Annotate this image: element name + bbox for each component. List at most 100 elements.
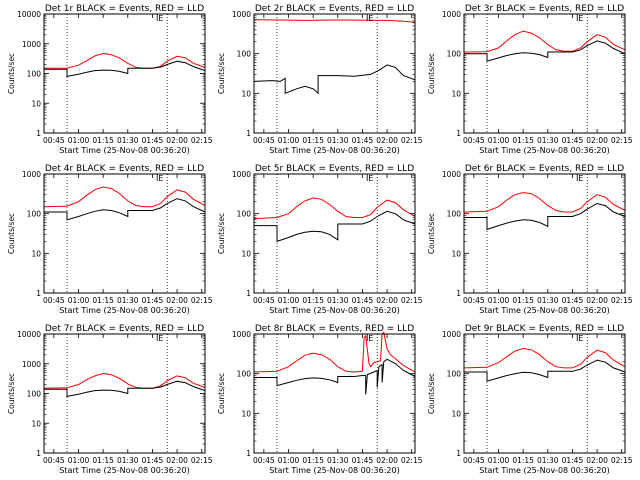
plot-frame xyxy=(253,13,416,134)
y-tick-label: 1000 xyxy=(22,40,41,49)
y-tick-label: 100 xyxy=(447,50,462,59)
y-tick-label: 1000 xyxy=(22,360,41,369)
events-series-line xyxy=(464,40,626,62)
x-tick-label: 01:30 xyxy=(117,296,139,305)
marker-label: E xyxy=(578,14,583,23)
y-axis-label: Counts/sec xyxy=(217,53,226,94)
y-axis-label: Counts/sec xyxy=(7,53,16,94)
marker-label: E xyxy=(578,334,583,343)
x-tick-label: 02:00 xyxy=(586,296,608,305)
panel-title: Det 5r BLACK = Events, RED = LLD xyxy=(255,164,414,174)
x-axis-label: Start Time (25-Nov-08 00:36:20) xyxy=(479,466,609,475)
events-series-line xyxy=(44,380,206,398)
x-axis-label: Start Time (25-Nov-08 00:36:20) xyxy=(479,306,609,315)
x-tick-label: 01:00 xyxy=(68,456,90,465)
events-series-line xyxy=(254,358,416,395)
y-tick-label: 10 xyxy=(241,89,251,98)
x-tick-label: 00:45 xyxy=(43,456,65,465)
x-tick-label: 01:00 xyxy=(68,296,90,305)
y-tick-label: 10 xyxy=(31,249,41,258)
marker-label: E xyxy=(368,14,373,23)
x-tick-label: 01:00 xyxy=(278,456,300,465)
plot-frame xyxy=(43,333,206,454)
x-tick-label: 01:45 xyxy=(562,296,584,305)
y-tick-label: 1 xyxy=(36,129,41,138)
y-tick-label: 100 xyxy=(27,210,42,219)
x-tick-label: 01:00 xyxy=(488,136,510,145)
x-tick-label: 00:45 xyxy=(253,136,275,145)
x-tick-label: 01:30 xyxy=(537,136,559,145)
x-tick-label: 02:00 xyxy=(376,456,398,465)
lld-series-line xyxy=(43,372,206,389)
x-axis-label: Start Time (25-Nov-08 00:36:20) xyxy=(59,306,189,315)
panel-title: Det 2r BLACK = Events, RED = LLD xyxy=(255,4,414,14)
x-tick-label: 01:45 xyxy=(562,136,584,145)
plot-frame xyxy=(463,333,626,454)
x-tick-label: 01:00 xyxy=(68,136,90,145)
plot-frame xyxy=(253,173,416,294)
marker-label: E xyxy=(368,174,373,183)
x-axis-label: Start Time (25-Nov-08 00:36:20) xyxy=(479,146,609,155)
y-tick-label: 10 xyxy=(31,99,41,108)
lld-series-line xyxy=(463,347,626,369)
x-tick-label: 01:30 xyxy=(327,296,349,305)
events-series-line xyxy=(44,198,206,221)
x-tick-label: 02:00 xyxy=(166,136,188,145)
x-tick-label: 01:30 xyxy=(537,456,559,465)
x-tick-label: 02:15 xyxy=(401,136,423,145)
x-tick-label: 02:00 xyxy=(166,456,188,465)
x-tick-label: 01:15 xyxy=(512,136,534,145)
y-tick-label: 1 xyxy=(36,449,41,458)
y-axis-label: Counts/sec xyxy=(217,373,226,414)
y-axis-label: Counts/sec xyxy=(217,213,226,254)
panel-title: Det 9r BLACK = Events, RED = LLD xyxy=(465,324,624,334)
y-tick-label: 10000 xyxy=(17,10,41,19)
x-tick-label: 01:00 xyxy=(278,136,300,145)
x-tick-label: 02:15 xyxy=(401,456,423,465)
y-axis-label: Counts/sec xyxy=(7,213,16,254)
y-tick-label: 1000 xyxy=(232,330,251,339)
x-tick-label: 01:15 xyxy=(92,456,114,465)
x-tick-label: 01:00 xyxy=(488,296,510,305)
y-tick-label: 1 xyxy=(456,289,461,298)
y-tick-label: 1000 xyxy=(442,170,461,179)
y-tick-label: 10 xyxy=(451,249,461,258)
y-tick-label: 1000 xyxy=(442,10,461,19)
lld-series-line xyxy=(253,19,416,23)
marker-label: E xyxy=(158,174,163,183)
y-axis-label: Counts/sec xyxy=(427,213,436,254)
y-tick-label: 10 xyxy=(451,89,461,98)
y-tick-label: 10 xyxy=(241,249,251,258)
y-tick-label: 1000 xyxy=(22,170,41,179)
panel-title: Det 3r BLACK = Events, RED = LLD xyxy=(465,4,624,14)
events-series-line xyxy=(464,359,626,382)
x-tick-label: 00:45 xyxy=(253,456,275,465)
x-tick-label: 01:15 xyxy=(302,136,324,145)
marker-label: E xyxy=(368,334,373,343)
plot-frame xyxy=(463,13,626,134)
x-tick-label: 01:30 xyxy=(117,136,139,145)
x-tick-label: 01:15 xyxy=(512,296,534,305)
y-tick-label: 10 xyxy=(241,409,251,418)
y-tick-label: 1 xyxy=(246,289,251,298)
y-tick-label: 1 xyxy=(456,129,461,138)
x-tick-label: 01:15 xyxy=(512,456,534,465)
x-tick-label: 01:00 xyxy=(488,456,510,465)
x-tick-label: 01:45 xyxy=(352,136,374,145)
x-axis-label: Start Time (25-Nov-08 00:36:20) xyxy=(269,306,399,315)
x-tick-label: 01:45 xyxy=(352,296,374,305)
panel-title: Det 1r BLACK = Events, RED = LLD xyxy=(45,4,204,14)
x-tick-label: 01:30 xyxy=(537,296,559,305)
lld-series-line xyxy=(463,192,626,213)
marker-label: E xyxy=(158,14,163,23)
x-tick-label: 00:45 xyxy=(463,456,485,465)
x-tick-label: 01:45 xyxy=(142,136,164,145)
y-tick-label: 100 xyxy=(237,50,252,59)
x-tick-label: 00:45 xyxy=(43,296,65,305)
y-tick-label: 1 xyxy=(456,449,461,458)
